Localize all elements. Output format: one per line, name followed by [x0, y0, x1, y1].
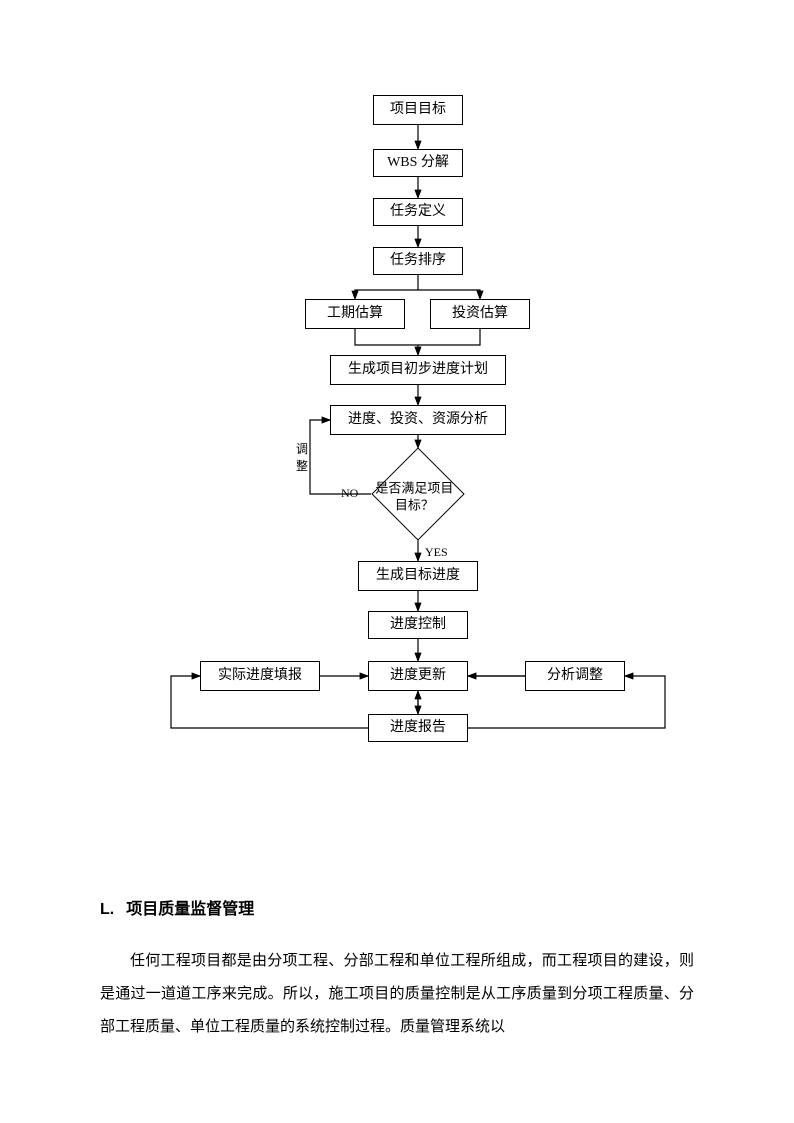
decision-node: 是否满足项目目标？ [371, 447, 464, 540]
heading-prefix: L. [100, 901, 114, 918]
flow-label: NO [341, 486, 358, 501]
flow-edge [418, 329, 480, 345]
process-node: 进度报告 [368, 714, 468, 742]
process-node: 任务定义 [373, 198, 463, 226]
flow-label: YES [425, 545, 448, 560]
flow-edge [355, 329, 418, 345]
flowchart-container: 项目目标 WBS 分解任务定义任务排序工期估算投资估算生成项目初步进度计划进度、投… [0, 0, 794, 820]
process-node: 进度、投资、资源分析 [330, 405, 506, 435]
process-node: 生成项目初步进度计划 [330, 355, 506, 385]
process-node: 分析调整 [525, 661, 625, 691]
process-node: WBS 分解 [373, 149, 463, 177]
body-paragraph: 任何工程项目都是由分项工程、分部工程和单位工程所组成，而工程项目的建设，则是通过… [100, 945, 694, 1044]
process-node: 工期估算 [305, 299, 405, 329]
process-node: 投资估算 [430, 299, 530, 329]
process-node: 进度控制 [368, 611, 468, 639]
node-label: 是否满足项目目标？ [369, 481, 459, 515]
section-body: 任何工程项目都是由分项工程、分部工程和单位工程所组成，而工程项目的建设，则是通过… [100, 945, 694, 1044]
flow-edge [418, 290, 480, 299]
process-node: 任务排序 [373, 247, 463, 275]
process-node: 进度更新 [368, 661, 468, 691]
flow-edge [355, 290, 418, 299]
process-node: 实际进度填报 [200, 661, 320, 691]
flow-label: 调整 [296, 440, 308, 474]
section-heading-row: L. 项目质量监督管理 [100, 895, 694, 919]
section-heading: 项目质量监督管理 [126, 901, 254, 918]
process-node: 生成目标进度 [358, 561, 478, 591]
process-node: 项目目标 [373, 95, 463, 125]
